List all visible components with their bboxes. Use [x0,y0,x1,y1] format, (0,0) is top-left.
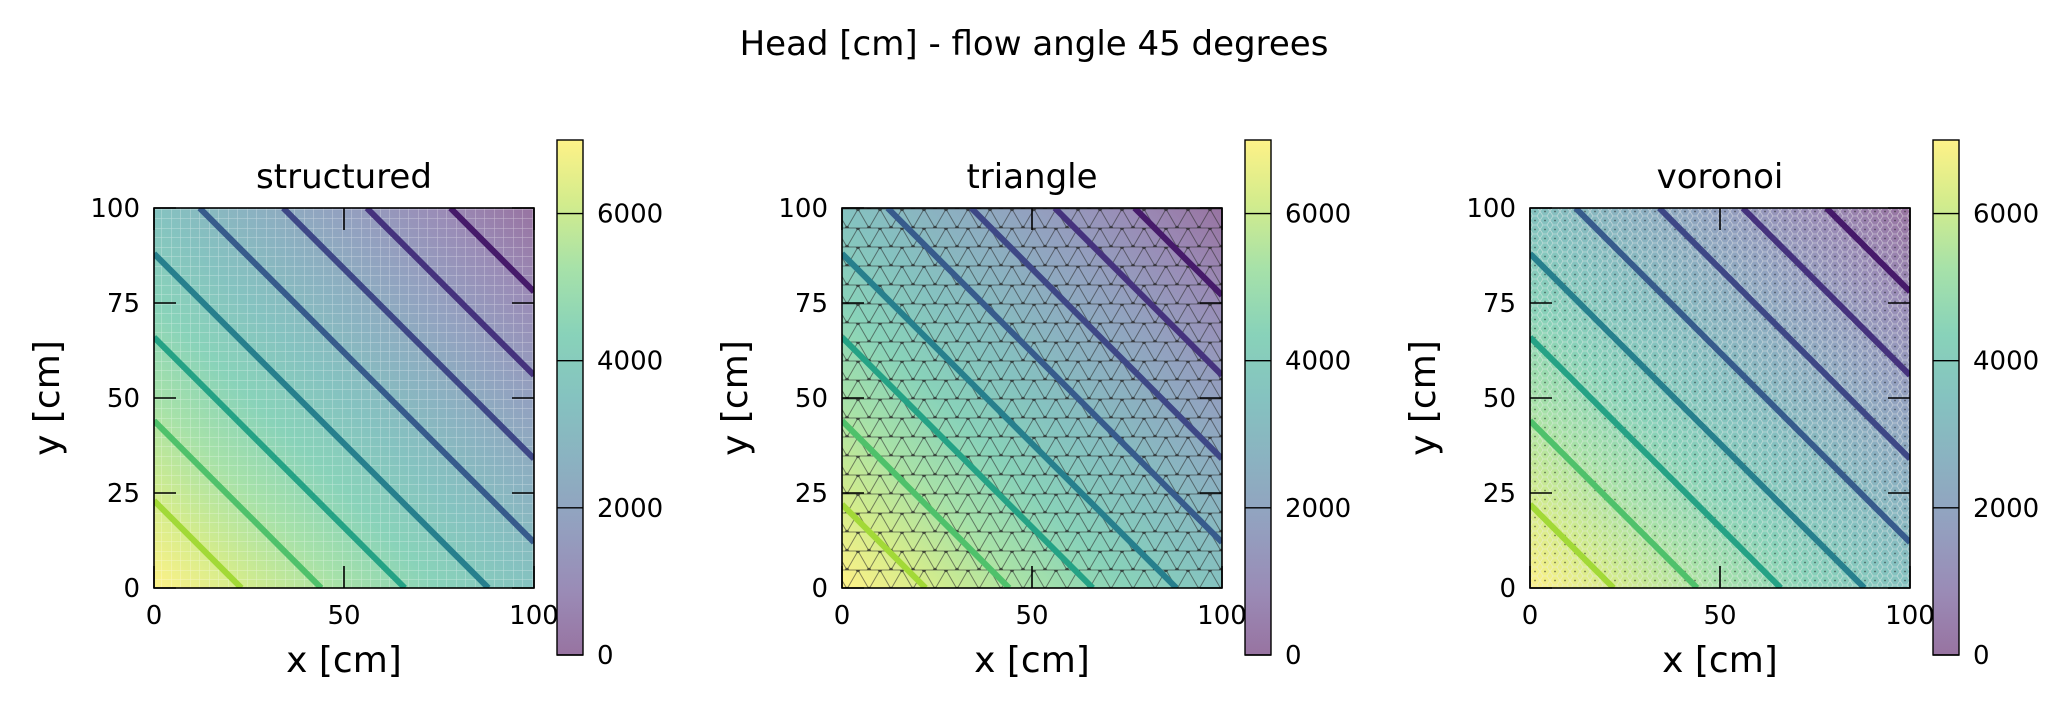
y-tick-label: 50 [795,384,828,414]
y-tick-label: 100 [778,194,828,224]
contour-line-1000 [1052,208,1222,378]
contour-line-2000 [197,208,534,545]
subplot-title: structured [256,157,432,197]
contour-line-5000 [1530,418,1700,588]
contour-line-3000 [154,251,491,588]
chart-panel-triangle: 0 50 100 0 25 50 75 100 triangle x [cm] y [cm] 0 200… [715,139,1351,681]
y-tick-label: 100 [1466,194,1516,224]
contour-line-500 [448,208,534,294]
x-axis-label: x [cm] [286,640,402,681]
contour-line-6000 [1530,502,1616,588]
x-axis-label: x [cm] [974,640,1090,681]
contour-line-500 [1824,208,1910,294]
figure-title: Head [cm] - flow angle 45 degrees [740,24,1329,64]
y-tick-label: 75 [1483,289,1516,319]
contour-line-2000 [885,208,1222,545]
colorbar [557,140,583,655]
x-axis-label: x [cm] [1662,640,1778,681]
y-tick-label: 0 [811,574,828,604]
subplot-title: voronoi [1657,157,1784,197]
x-tick-label: 50 [1703,601,1736,631]
y-axis-label: y [cm] [715,340,756,456]
y-tick-label: 0 [1499,574,1516,604]
contour-line-1500 [1657,208,1910,461]
colorbar-tick-label: 0 [597,641,614,671]
contour-line-1500 [969,208,1222,461]
x-tick-label: 50 [327,601,360,631]
y-tick-label: 25 [107,479,140,509]
x-tick-label: 100 [509,601,559,631]
colorbar-tick-label: 0 [1973,641,1990,671]
contour-line-5000 [842,418,1012,588]
x-tick-label: 100 [1885,601,1935,631]
chart-panel-structured: 0 50 100 0 25 50 75 100 structured x [cm] y [cm] 0 2… [27,139,663,681]
y-tick-label: 50 [107,384,140,414]
contour-line-3000 [1530,251,1867,588]
contour-line-1000 [1740,208,1910,378]
y-tick-label: 25 [1483,479,1516,509]
y-tick-label: 0 [123,574,140,604]
colorbar-tick-label: 6000 [1285,200,1351,230]
contour-line-4000 [154,335,407,588]
x-tick-label: 50 [1015,601,1048,631]
colorbar [1245,140,1271,655]
colorbar-tick-label: 0 [1285,641,1302,671]
y-axis-label: y [cm] [27,340,68,456]
y-tick-label: 75 [795,289,828,319]
contour-line-5000 [154,418,324,588]
contour-line-500 [1132,208,1222,298]
colorbar-tick-label: 2000 [1285,494,1351,524]
y-tick-label: 50 [1483,384,1516,414]
x-tick-label: 100 [1197,601,1247,631]
colorbar-tick-label: 4000 [597,347,663,377]
y-tick-label: 25 [795,479,828,509]
colorbar [1933,140,1959,655]
contour-line-6000 [842,502,928,588]
colorbar-tick-label: 4000 [1973,347,2039,377]
x-tick-label: 0 [834,601,851,631]
contour-line-4000 [1530,335,1783,588]
chart-panel-voronoi: 0 50 100 0 25 50 75 100 voronoi x [cm] y [cm] 0 2000… [1403,139,2039,681]
colorbar-tick-label: 4000 [1285,347,1351,377]
contour-line-4000 [842,335,1095,588]
x-tick-label: 0 [1522,601,1539,631]
y-tick-label: 75 [107,289,140,319]
colorbar-tick-label: 6000 [1973,200,2039,230]
colorbar-tick-label: 2000 [597,494,663,524]
x-tick-label: 0 [146,601,163,631]
subplot-title: triangle [966,157,1097,197]
contour-line-6000 [154,498,244,588]
colorbar-tick-label: 2000 [1973,494,2039,524]
contour-line-3000 [842,251,1179,588]
contour-line-1000 [364,208,534,378]
y-tick-label: 100 [90,194,140,224]
y-axis-label: y [cm] [1403,340,1444,456]
contour-line-2000 [1573,208,1910,545]
colorbar-tick-label: 6000 [597,200,663,230]
contour-line-1500 [281,208,534,461]
